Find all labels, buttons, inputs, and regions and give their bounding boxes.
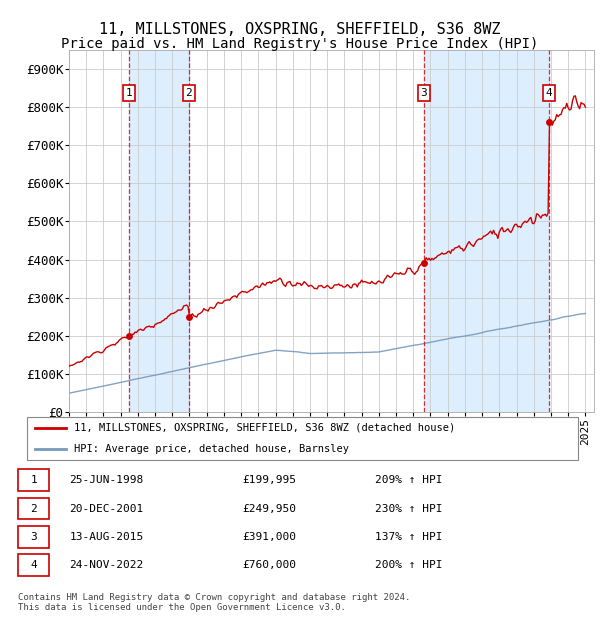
Text: £249,950: £249,950: [242, 503, 296, 513]
Text: £760,000: £760,000: [242, 560, 296, 570]
Text: Contains HM Land Registry data © Crown copyright and database right 2024.
This d: Contains HM Land Registry data © Crown c…: [18, 593, 410, 613]
Text: 2: 2: [185, 88, 193, 98]
Text: 13-AUG-2015: 13-AUG-2015: [70, 532, 144, 542]
Text: 25-JUN-1998: 25-JUN-1998: [70, 475, 144, 485]
Text: HPI: Average price, detached house, Barnsley: HPI: Average price, detached house, Barn…: [74, 445, 349, 454]
Text: 209% ↑ HPI: 209% ↑ HPI: [375, 475, 442, 485]
Text: 24-NOV-2022: 24-NOV-2022: [70, 560, 144, 570]
Text: 20-DEC-2001: 20-DEC-2001: [70, 503, 144, 513]
Text: 2: 2: [30, 503, 37, 513]
Text: £199,995: £199,995: [242, 475, 296, 485]
FancyBboxPatch shape: [18, 469, 49, 491]
Text: 1: 1: [125, 88, 132, 98]
Text: 200% ↑ HPI: 200% ↑ HPI: [375, 560, 442, 570]
Bar: [129, 50, 189, 412]
Text: 3: 3: [421, 88, 427, 98]
FancyBboxPatch shape: [18, 554, 49, 576]
Text: 11, MILLSTONES, OXSPRING, SHEFFIELD, S36 8WZ: 11, MILLSTONES, OXSPRING, SHEFFIELD, S36…: [99, 22, 501, 37]
FancyBboxPatch shape: [18, 526, 49, 548]
Text: 11, MILLSTONES, OXSPRING, SHEFFIELD, S36 8WZ (detached house): 11, MILLSTONES, OXSPRING, SHEFFIELD, S36…: [74, 423, 455, 433]
Text: 137% ↑ HPI: 137% ↑ HPI: [375, 532, 442, 542]
FancyBboxPatch shape: [27, 417, 578, 460]
Text: 4: 4: [546, 88, 553, 98]
Bar: [424, 50, 549, 412]
Text: 3: 3: [30, 532, 37, 542]
FancyBboxPatch shape: [18, 498, 49, 520]
Text: £391,000: £391,000: [242, 532, 296, 542]
Text: 1: 1: [30, 475, 37, 485]
Text: 230% ↑ HPI: 230% ↑ HPI: [375, 503, 442, 513]
Text: 4: 4: [30, 560, 37, 570]
Text: Price paid vs. HM Land Registry's House Price Index (HPI): Price paid vs. HM Land Registry's House …: [61, 37, 539, 51]
